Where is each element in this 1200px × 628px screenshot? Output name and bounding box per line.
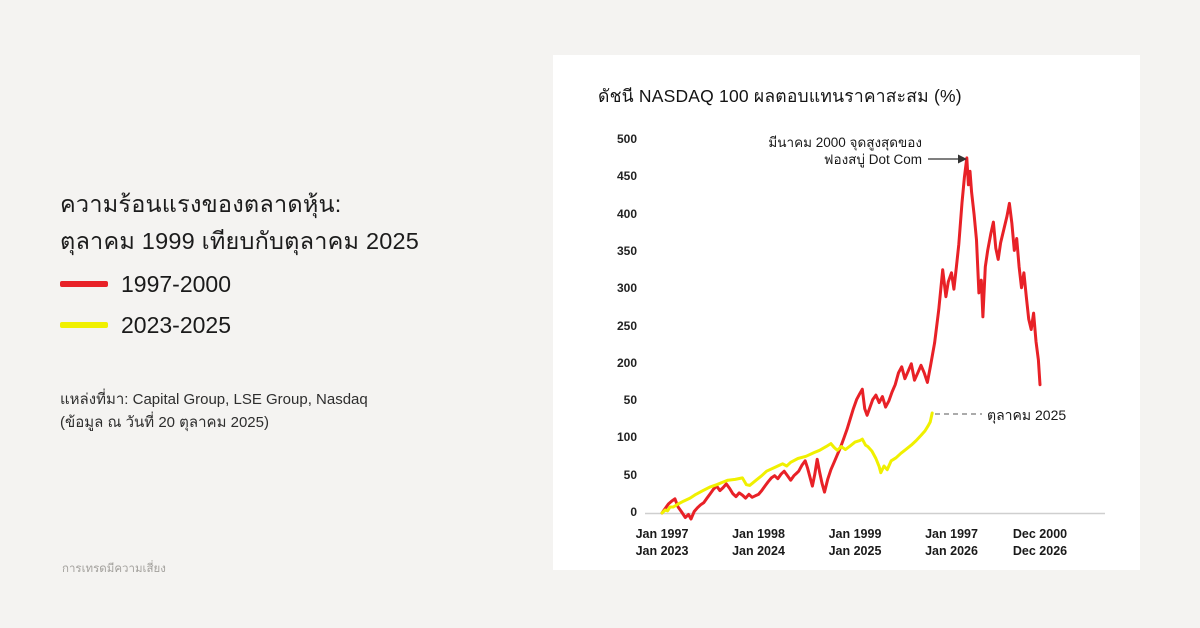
x-tick-year-row2: Dec 2026 — [1012, 544, 1068, 558]
legend-label-2023-2025: 2023-2025 — [121, 311, 231, 338]
y-tick-label: 250 — [616, 318, 637, 333]
x-tick-year-row1: Jan 1998 — [732, 527, 785, 541]
source-line1: แหล่งที่มา: Capital Group, LSE Group, Na… — [60, 391, 368, 408]
legend-swatch-red — [60, 281, 108, 287]
line-chart — [645, 154, 1105, 521]
legend-item-2023-2025: 2023-2025 — [60, 310, 231, 340]
series-line-1997-2000 — [660, 156, 1042, 521]
series-line-2023-2025 — [660, 411, 934, 515]
y-tick-label: 100 — [616, 430, 637, 445]
x-tick-label: Jan 1997 Jan 2026 — [907, 526, 997, 560]
x-tick-year-row2: Jan 2025 — [828, 544, 882, 558]
y-tick-label: 50 — [623, 393, 637, 408]
page-title-line2: ตุลาคม 1999 เทียบกับตุลาคม 2025 — [60, 228, 420, 254]
chart-panel: ดัชนี NASDAQ 100 ผลตอบแทนราคาสะสม (%) 0 5… — [553, 55, 1140, 570]
y-tick-label: 350 — [616, 243, 637, 258]
x-tick-label: Jan 1999 Jan 2025 — [810, 526, 900, 560]
page-title-line1: ความร้อนแรงของตลาดหุ้น: — [60, 191, 342, 217]
x-tick-label: Jan 1997 Jan 2023 — [617, 526, 707, 560]
x-tick-year-row1: Jan 1997 — [925, 527, 978, 541]
annotation-dotcom-line1: มีนาคม 2000 จุดสูงสุดของ — [768, 135, 922, 150]
y-tick-label: 200 — [616, 355, 637, 370]
x-tick-label: Jan 1998 Jan 2024 — [714, 526, 804, 560]
y-tick-label: 0 — [630, 505, 637, 519]
x-tick-year-row1: Dec 2000 — [1012, 527, 1068, 541]
x-tick-year-row1: Jan 1997 — [635, 527, 689, 541]
risk-disclaimer: การเทรดมีความเสี่ยง — [62, 563, 166, 575]
source-line2: (ข้อมูล ณ วันที่ 20 ตุลาคม 2025) — [60, 413, 269, 431]
x-tick-year-row2: Jan 2026 — [925, 544, 978, 558]
y-tick-label: 400 — [616, 206, 637, 221]
chart-title: ดัชนี NASDAQ 100 ผลตอบแทนราคาสะสม (%) — [598, 86, 962, 106]
legend-label-1997-2000: 1997-2000 — [121, 270, 231, 297]
y-tick-label: 450 — [616, 169, 637, 184]
page-title: ความร้อนแรงของตลาดหุ้น: ตุลาคม 1999 เทีย… — [60, 186, 419, 260]
x-tick-label: Dec 2000 Dec 2026 — [995, 526, 1085, 560]
source-note: แหล่งที่มา: Capital Group, LSE Group, Na… — [60, 389, 368, 434]
peak-arrow-head — [958, 154, 967, 164]
x-tick-year-row2: Jan 2023 — [635, 544, 689, 558]
y-tick-label: 500 — [616, 132, 637, 146]
legend-swatch-yellow — [60, 322, 108, 328]
x-tick-year-row2: Jan 2024 — [732, 544, 785, 558]
y-tick-label: 50 — [623, 467, 637, 482]
y-tick-label: 300 — [616, 281, 637, 296]
annotation-dotcom-peak: มีนาคม 2000 จุดสูงสุดของ ฟองสบู่ Dot Com — [768, 135, 922, 168]
annotation-dotcom-line2: ฟองสบู่ Dot Com — [823, 151, 922, 167]
annotation-oct-2025: ตุลาคม 2025 — [987, 407, 1067, 423]
x-tick-year-row1: Jan 1999 — [828, 527, 882, 541]
legend-item-1997-2000: 1997-2000 — [60, 269, 231, 299]
